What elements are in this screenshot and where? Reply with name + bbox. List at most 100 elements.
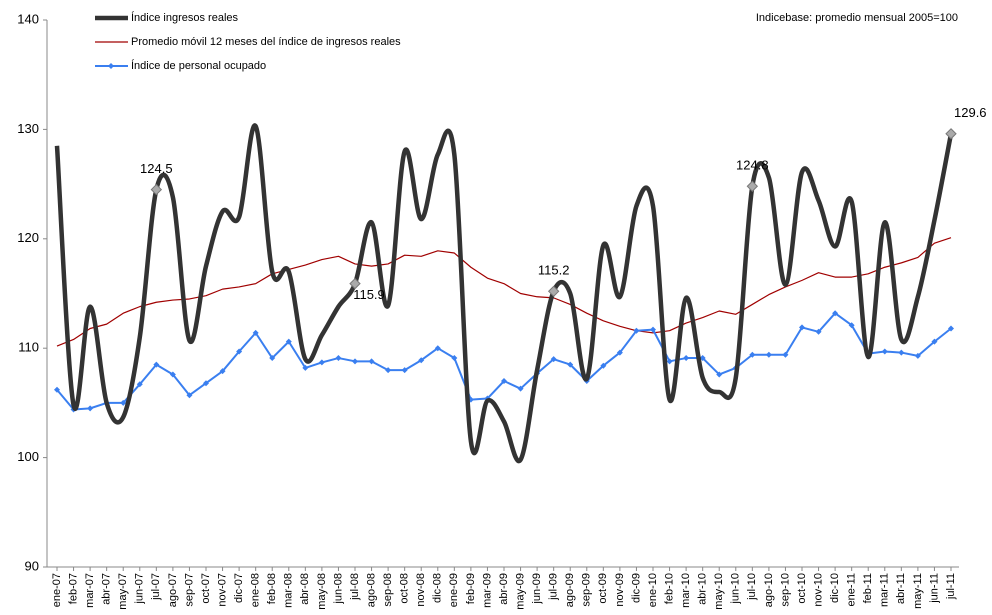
x-tick-label: sep-10	[779, 573, 791, 607]
point-marker	[699, 355, 706, 362]
y-tick-label: 110	[18, 340, 39, 355]
x-tick-label: dic-07	[233, 573, 245, 603]
legend-label: Índice de personal ocupado	[131, 59, 266, 72]
x-tick-label: sep-08	[382, 573, 394, 607]
value-label: 129.6	[954, 105, 987, 120]
x-tick-label: jul-10	[746, 573, 758, 601]
x-tick-label: ene-09	[448, 573, 460, 607]
x-tick-label: abr-09	[498, 573, 510, 605]
x-tick-label: mar-07	[84, 573, 96, 608]
x-tick-label: jun-07	[134, 573, 146, 605]
x-tick-label: jun-08	[332, 573, 344, 605]
point-marker	[401, 367, 408, 374]
y-tick-label: 140	[17, 11, 39, 26]
point-marker	[418, 357, 425, 364]
x-tick-label: dic-08	[432, 573, 444, 603]
note: Indicebase: promedio mensual 2005=100	[756, 12, 958, 24]
label-marker	[349, 277, 361, 290]
y-tick-label: 100	[17, 449, 39, 464]
point-marker	[203, 380, 209, 387]
point-marker	[451, 355, 458, 362]
y-tick-label: 130	[17, 121, 39, 136]
x-tick-label: oct-10	[796, 573, 808, 604]
point-marker	[434, 345, 441, 352]
point-marker	[650, 326, 656, 333]
x-tick-label: ene-07	[51, 573, 63, 607]
point-marker	[683, 355, 690, 362]
x-tick-label: may-07	[117, 573, 129, 610]
x-tick-label: jul-09	[548, 573, 560, 601]
x-tick-label: may-09	[514, 573, 526, 610]
legend-label: Índice ingresos reales	[131, 11, 239, 24]
point-marker	[567, 361, 574, 368]
x-tick-label: dic-10	[829, 573, 841, 603]
x-tick-label: oct-08	[399, 573, 411, 604]
y-tick-label: 90	[25, 558, 39, 573]
x-tick-label: jul-08	[349, 573, 361, 601]
x-tick-label: nov-09	[614, 573, 626, 607]
legend-label: Promedio móvil 12 meses del índice de in…	[131, 36, 401, 48]
x-tick-label: feb-11	[862, 573, 874, 603]
point-marker	[335, 355, 342, 362]
point-marker	[765, 351, 772, 358]
x-tick-label: oct-09	[597, 573, 609, 604]
point-marker	[815, 328, 822, 335]
x-tick-label: ago-09	[564, 573, 576, 607]
x-tick-label: mar-09	[481, 573, 493, 608]
point-marker	[368, 358, 375, 365]
point-marker	[550, 356, 557, 363]
point-marker	[931, 338, 938, 345]
x-tick-label: ene-08	[250, 573, 262, 607]
x-tick-label: mar-11	[879, 573, 891, 607]
value-label: 115.2	[538, 263, 570, 278]
label-marker	[150, 183, 163, 196]
x-tick-label: ago-07	[167, 573, 179, 607]
point-marker	[616, 349, 623, 356]
x-tick-label: nov-08	[415, 573, 427, 607]
point-marker	[219, 368, 226, 375]
label-marker	[547, 285, 560, 298]
series-line	[56, 237, 952, 347]
point-marker	[914, 352, 921, 359]
point-marker	[87, 405, 94, 412]
point-marker	[898, 349, 905, 356]
point-marker	[633, 327, 640, 334]
point-marker	[749, 351, 756, 358]
x-tick-label: feb-07	[67, 573, 79, 604]
point-marker	[385, 367, 392, 374]
x-tick-label: jul-11	[945, 573, 957, 600]
x-tick-label: ago-08	[365, 573, 377, 607]
point-marker	[517, 385, 524, 392]
point-marker	[136, 381, 143, 388]
point-marker	[153, 361, 160, 368]
value-label: 124.8	[736, 158, 769, 173]
x-tick-label: ene-10	[647, 573, 659, 607]
x-tick-label: feb-08	[266, 573, 278, 604]
point-marker	[352, 358, 358, 365]
x-tick-label: abr-11	[895, 573, 907, 604]
x-tick-label: may-10	[713, 573, 725, 610]
x-tick-label: abr-07	[101, 573, 113, 605]
x-tick-label: jun-11	[928, 573, 940, 604]
x-tick-label: jun-09	[531, 573, 543, 605]
x-tick-label: oct-07	[200, 573, 212, 604]
point-marker	[782, 351, 789, 358]
y-tick-label: 120	[17, 230, 39, 245]
x-tick-label: sep-09	[581, 573, 593, 607]
point-marker	[881, 348, 888, 355]
x-tick-label: dic-09	[630, 573, 642, 603]
x-tick-label: jun-10	[730, 573, 742, 605]
point-marker	[252, 329, 259, 336]
x-tick-label: may-08	[316, 573, 328, 610]
point-marker	[269, 355, 276, 362]
legend-marker	[108, 63, 114, 69]
label-marker	[945, 128, 957, 140]
x-tick-label: may-11	[912, 573, 924, 609]
x-tick-label: abr-08	[299, 573, 311, 605]
point-marker	[501, 378, 507, 385]
point-marker	[948, 325, 954, 332]
x-tick-label: ene-11	[846, 573, 858, 606]
point-marker	[120, 399, 127, 406]
x-tick-label: mar-10	[680, 573, 692, 608]
